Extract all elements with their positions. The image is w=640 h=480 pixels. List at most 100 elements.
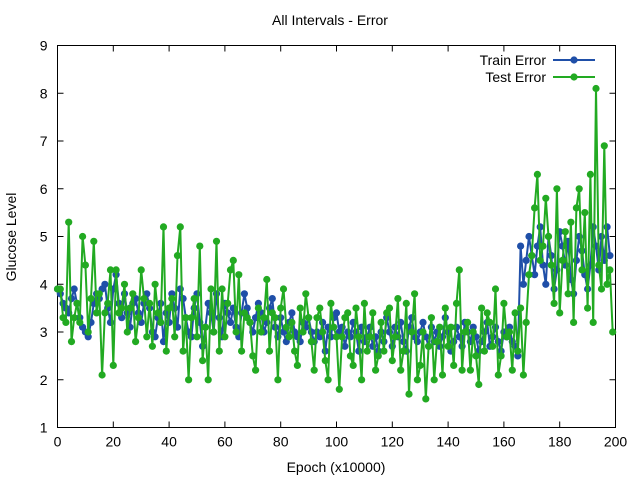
data-point-test-error — [461, 328, 469, 336]
data-point-test-error — [606, 266, 614, 274]
data-point-test-error — [480, 347, 488, 355]
data-point-test-error — [472, 352, 480, 360]
data-point-test-error — [101, 309, 109, 317]
data-point-test-error — [182, 314, 190, 322]
y-tick-label: 8 — [40, 85, 48, 101]
data-point-test-error — [433, 338, 441, 346]
x-tick-label: 40 — [161, 434, 177, 450]
data-point-train-error — [179, 295, 187, 303]
data-point-test-error — [447, 323, 455, 331]
data-point-train-error — [268, 295, 276, 303]
legend-marker-test-error — [570, 73, 578, 81]
data-point-test-error — [76, 318, 84, 326]
data-point-test-error — [279, 285, 288, 293]
data-point-test-error — [561, 228, 569, 236]
data-point-test-error — [229, 256, 237, 264]
data-point-test-error — [363, 347, 371, 355]
data-point-test-error — [528, 252, 536, 260]
data-point-test-error — [483, 309, 491, 317]
data-point-test-error — [514, 347, 522, 355]
data-point-test-error — [226, 266, 235, 274]
data-point-test-error — [464, 318, 472, 326]
data-point-test-error — [536, 256, 544, 264]
data-point-test-error — [517, 304, 525, 312]
data-point-test-error — [112, 266, 120, 274]
data-point-test-error — [578, 266, 586, 274]
data-point-test-error — [193, 333, 201, 341]
x-tick-label: 100 — [325, 434, 349, 450]
data-point-test-error — [201, 323, 209, 331]
data-point-test-error — [486, 318, 494, 326]
data-point-test-error — [293, 361, 301, 369]
data-point-train-error — [525, 232, 533, 241]
data-point-test-error — [288, 318, 296, 326]
data-point-test-error — [558, 256, 567, 264]
data-point-test-error — [519, 371, 528, 379]
data-point-test-error — [450, 361, 458, 369]
data-point-test-error — [296, 304, 304, 312]
data-point-test-error — [218, 285, 226, 293]
data-point-test-error — [327, 299, 335, 307]
data-point-test-error — [165, 304, 173, 312]
y-tick-label: 7 — [40, 133, 48, 149]
data-point-test-error — [452, 299, 461, 307]
data-point-test-error — [70, 314, 78, 322]
data-point-test-error — [143, 333, 151, 341]
y-tick-label: 2 — [40, 372, 48, 388]
data-point-test-error — [385, 304, 394, 312]
data-point-test-error — [87, 295, 95, 303]
data-point-test-error — [104, 299, 112, 307]
data-point-train-error — [603, 223, 611, 231]
data-point-test-error — [84, 328, 92, 336]
data-point-test-error — [56, 285, 64, 293]
data-point-test-error — [397, 366, 405, 374]
data-point-test-error — [179, 347, 187, 355]
data-point-test-error — [67, 338, 76, 346]
x-tick-label: 120 — [381, 434, 405, 450]
data-point-test-error — [369, 309, 377, 317]
data-point-test-error — [570, 318, 578, 326]
data-point-test-error — [271, 314, 279, 322]
data-point-test-error — [556, 309, 564, 317]
data-point-test-error — [154, 309, 162, 317]
data-point-test-error — [185, 376, 193, 384]
data-point-test-error — [263, 275, 271, 284]
data-point-train-error — [531, 271, 539, 279]
data-point-test-error — [65, 218, 73, 226]
data-point-test-error — [106, 266, 115, 274]
data-point-test-error — [531, 204, 539, 212]
data-point-test-error — [466, 366, 474, 374]
data-point-test-error — [187, 314, 195, 322]
data-point-train-error — [542, 280, 550, 288]
data-point-test-error — [95, 290, 103, 298]
data-point-test-error — [544, 232, 553, 241]
data-point-test-error — [491, 285, 500, 293]
chart-title: All Intervals - Error — [272, 12, 388, 28]
data-point-test-error — [305, 314, 313, 322]
data-point-test-error — [547, 261, 555, 269]
data-point-test-error — [129, 290, 137, 298]
data-point-test-error — [332, 333, 341, 341]
series-layer — [53, 84, 617, 403]
data-point-test-error — [277, 304, 285, 312]
data-point-train-error — [226, 318, 235, 326]
data-point-test-error — [553, 185, 561, 193]
data-point-test-error — [254, 304, 262, 312]
data-point-test-error — [411, 290, 419, 298]
data-point-test-error — [394, 295, 402, 303]
x-tick-label: 160 — [492, 434, 516, 450]
data-point-test-error — [600, 142, 608, 150]
x-tick-label: 200 — [604, 434, 628, 450]
data-point-train-error — [101, 280, 109, 288]
data-point-test-error — [522, 318, 530, 326]
data-point-test-error — [497, 352, 505, 360]
data-point-train-error — [536, 223, 544, 231]
data-point-test-error — [73, 299, 81, 307]
data-point-test-error — [455, 266, 463, 274]
data-point-train-error — [419, 318, 427, 326]
data-point-test-error — [132, 338, 140, 346]
data-point-test-error — [372, 366, 380, 374]
x-tick-label: 80 — [273, 434, 289, 450]
data-point-test-error — [62, 318, 70, 326]
